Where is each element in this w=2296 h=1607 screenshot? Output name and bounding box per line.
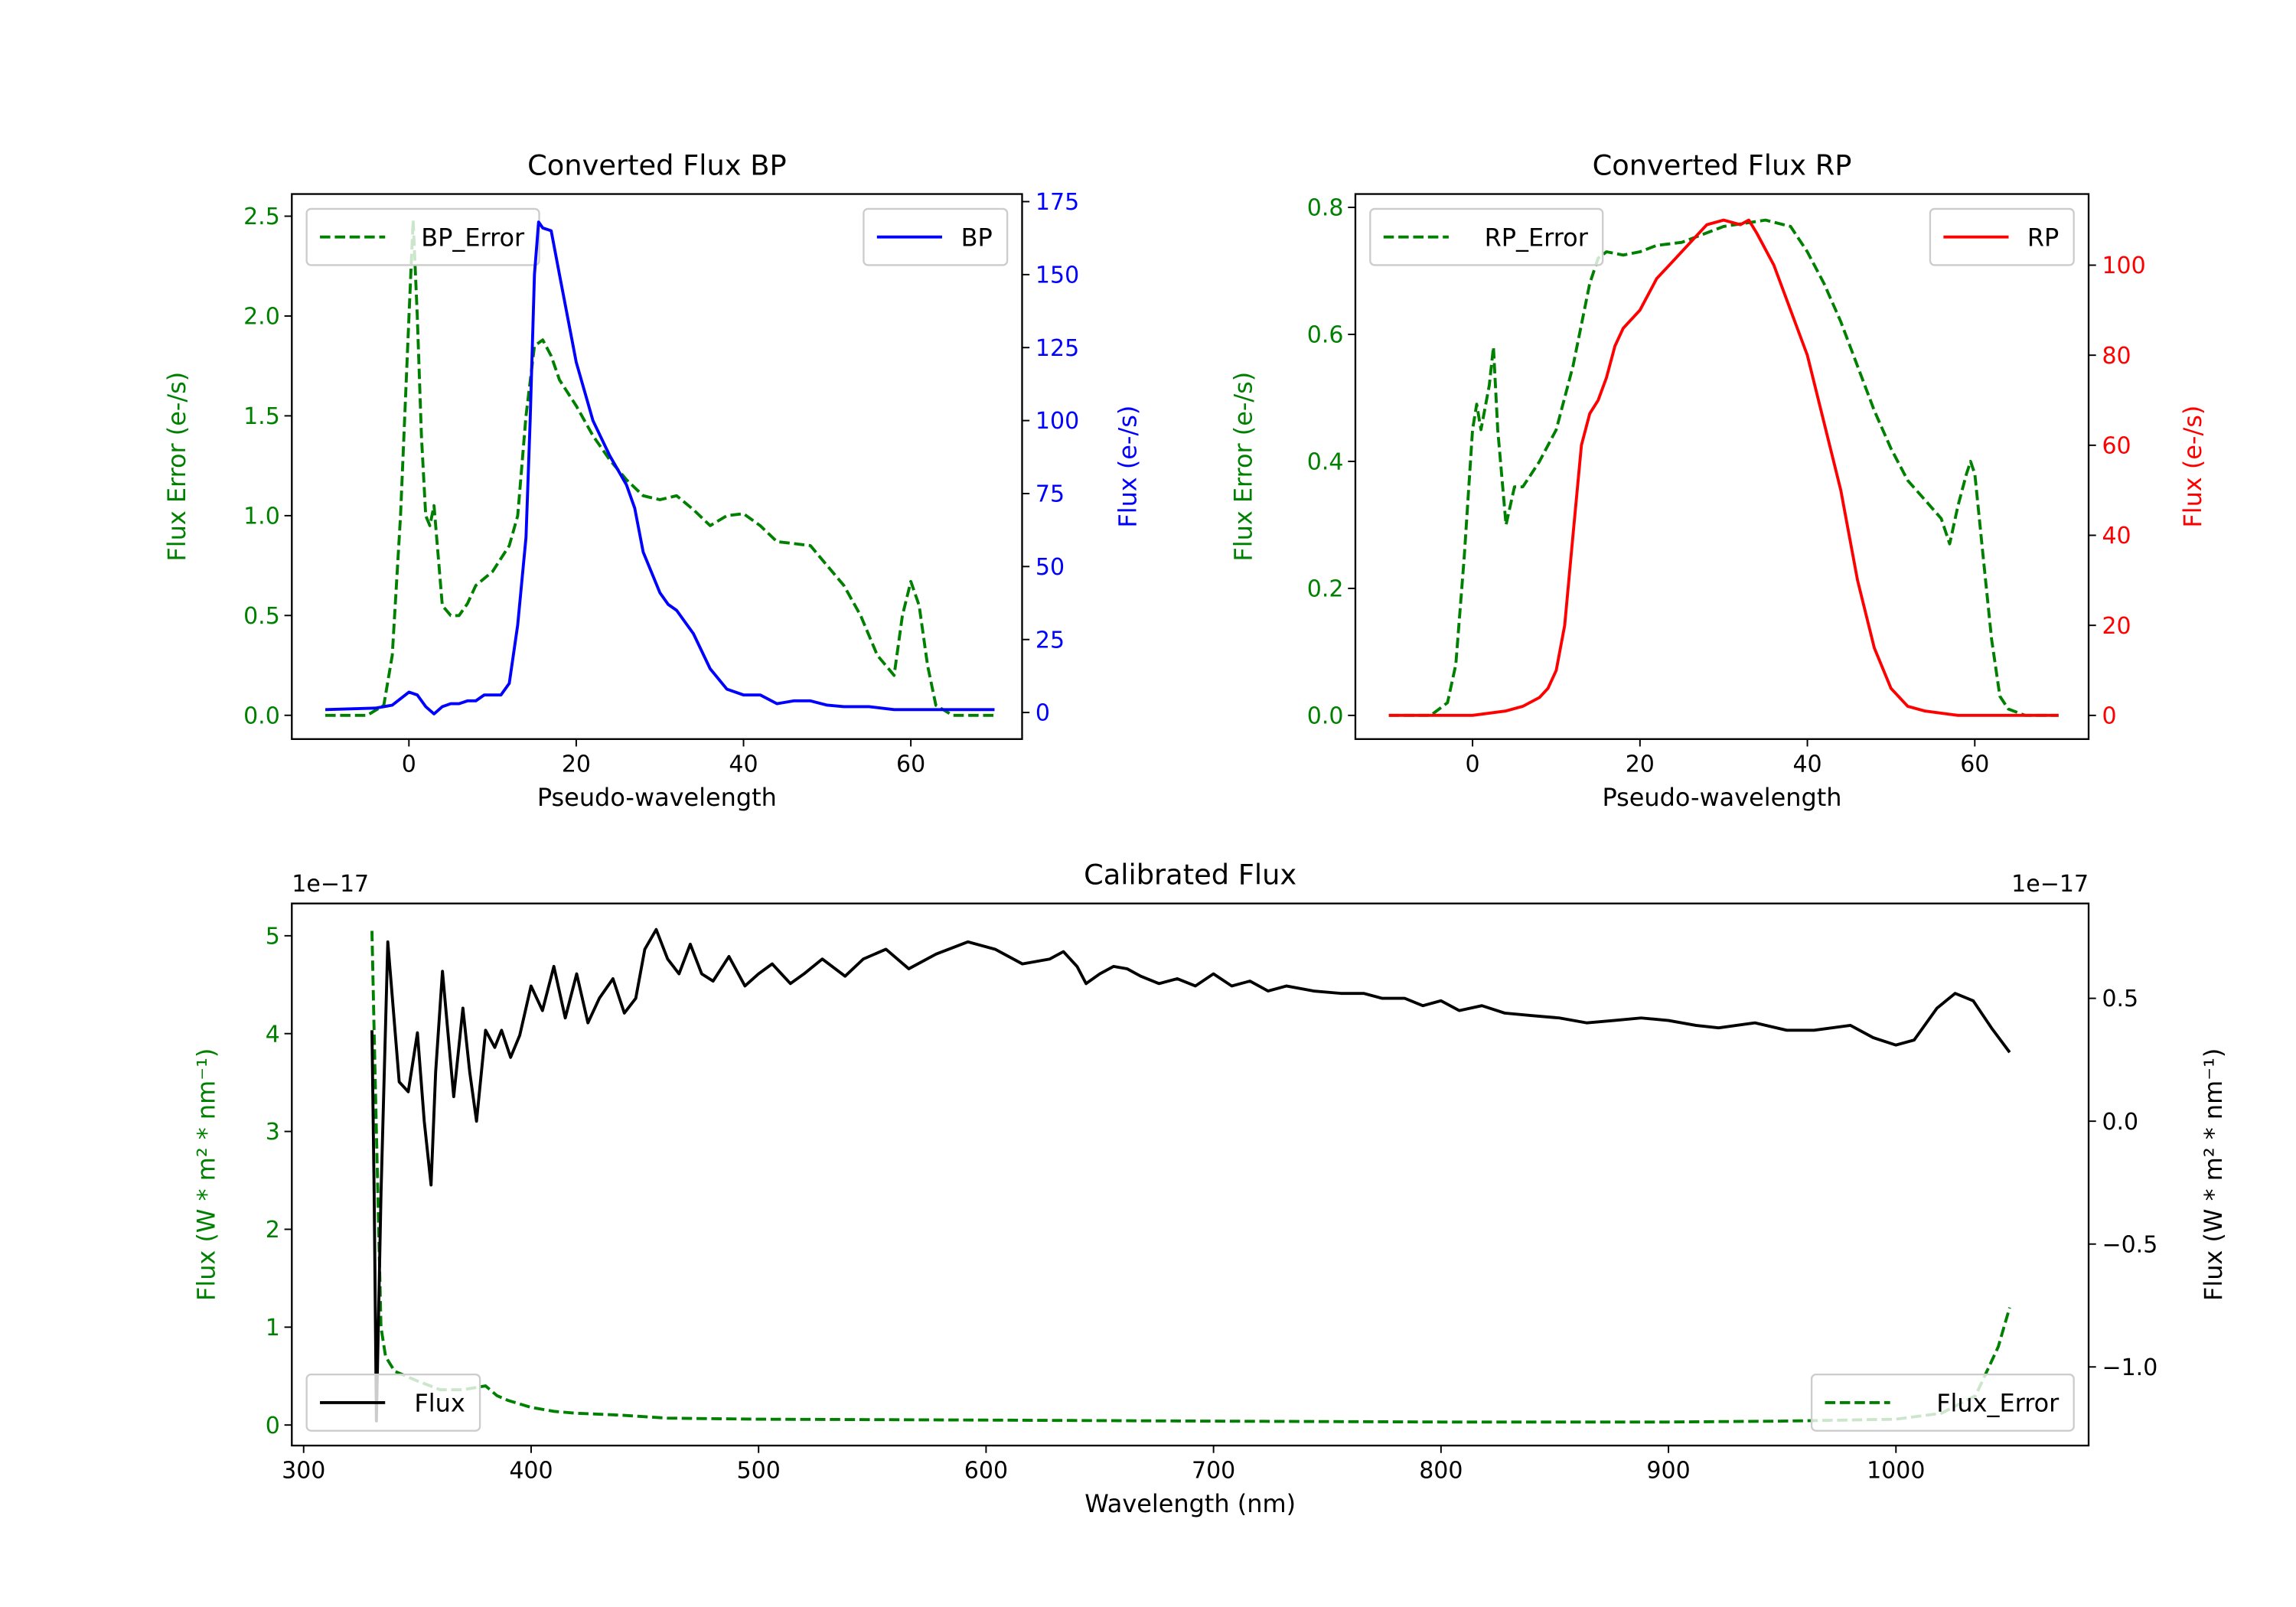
x-tick-label: 700 (1192, 1458, 1235, 1485)
left-y-tick-label: 2.0 (243, 304, 280, 331)
legend-bp-error: BP_Error (305, 207, 540, 266)
x-tick-label: 900 (1646, 1458, 1690, 1485)
x-tick-label: 300 (282, 1458, 325, 1485)
legend-box (1810, 1373, 2075, 1432)
right-y-axis-label: Flux (e-/s) (1114, 406, 1143, 528)
x-tick-label: 20 (562, 751, 591, 777)
axes-frame (291, 193, 1023, 740)
x-tick-label: 40 (1792, 751, 1821, 777)
left-y-axis-label: Flux Error (e-/s) (1228, 372, 1257, 562)
right-y-tick-label: −1.0 (2102, 1354, 2157, 1381)
x-tick-label: 500 (737, 1458, 781, 1485)
left-y-tick-label: 0.0 (243, 702, 280, 729)
x-axis-label: Pseudo-wavelength (537, 783, 777, 812)
left-y-tick-label: 2.5 (243, 204, 280, 230)
right-y-tick-label: 40 (2102, 523, 2131, 549)
right-y-tick-label: 150 (1035, 262, 1079, 288)
left-y-tick-label: 3 (266, 1119, 280, 1146)
right-y-tick-label: 20 (2102, 613, 2131, 640)
axes-frame (1354, 193, 2090, 740)
legend-label: Flux_Error (1936, 1389, 2060, 1418)
left-y-axis-label: Flux (W * m² * nm⁻¹) (192, 1048, 221, 1301)
left-y-tick-label: 0.4 (1307, 449, 1344, 476)
legend-box (305, 1373, 481, 1432)
axes-frame (291, 902, 2090, 1447)
x-tick-label: 20 (1626, 751, 1655, 777)
legend-box (1369, 207, 1604, 266)
left-y-tick-label: 0 (266, 1413, 280, 1439)
plot-area (292, 903, 2089, 1446)
right-y-tick-label: 75 (1035, 481, 1065, 508)
right-y-tick-label: 125 (1035, 335, 1079, 362)
x-tick-label: 0 (1466, 751, 1480, 777)
right-y-tick-label: 0 (1035, 700, 1050, 727)
left-y-tick-label: 0.6 (1307, 322, 1344, 349)
chart-3: Calibrated Flux 300 400 500 600 700 800 900 1000… (192, 858, 2229, 1518)
right-y-axis-label: Flux (e-/s) (2178, 406, 2207, 528)
left-y-offset-label: 1e−17 (292, 871, 369, 898)
right-y-tick-label: 0.5 (2102, 986, 2138, 1012)
left-y-tick-label: 1.5 (243, 403, 280, 430)
x-tick-label: 1000 (1867, 1458, 1925, 1485)
legend-flux-error: Flux_Error (1810, 1373, 2075, 1432)
right-y-tick-label: 100 (1035, 408, 1079, 435)
right-y-tick-label: 100 (2102, 253, 2145, 279)
x-tick-label: 0 (402, 751, 416, 777)
right-y-tick-label: −0.5 (2102, 1231, 2157, 1258)
plot-area (292, 194, 1022, 739)
left-y-axis-label: Flux Error (e-/s) (162, 372, 191, 562)
series-line-bp (325, 220, 995, 715)
right-y-tick-label: 25 (1035, 627, 1065, 654)
x-tick-label: 400 (509, 1458, 553, 1485)
legend-label: RP (2027, 223, 2059, 252)
chart-title: Converted Flux RP (1593, 148, 1852, 181)
chart-2: Converted Flux RP 0 20 40 60 Pseudo-wavelengt… (1228, 148, 2207, 812)
x-tick-label: 60 (1960, 751, 1989, 777)
left-y-tick-label: 1.0 (243, 504, 280, 530)
x-tick-label: 60 (896, 751, 925, 777)
right-y-offset-label: 1e−17 (2011, 871, 2089, 898)
x-tick-label: 40 (729, 751, 758, 777)
left-y-tick-label: 2 (266, 1217, 280, 1244)
series-line-rp-error (1388, 218, 2059, 717)
legend-flux: Flux (305, 1373, 481, 1432)
legend-label: Flux (414, 1389, 465, 1418)
left-y-tick-label: 4 (266, 1021, 280, 1048)
right-y-axis-label: Flux (W * m² * nm⁻¹) (2199, 1048, 2228, 1301)
x-tick-label: 800 (1419, 1458, 1463, 1485)
left-y-tick-label: 0.8 (1307, 195, 1344, 222)
right-y-tick-label: 175 (1035, 189, 1079, 216)
right-y-tick-label: 80 (2102, 343, 2131, 370)
left-y-tick-label: 0.5 (243, 603, 280, 630)
legend-rp-error: RP_Error (1369, 207, 1604, 266)
left-y-tick-label: 1 (266, 1315, 280, 1341)
x-tick-label: 600 (964, 1458, 1008, 1485)
plot-area (1355, 194, 2089, 739)
right-y-tick-label: 0 (2102, 703, 2116, 730)
series-line-bp-error (325, 218, 995, 717)
right-y-tick-label: 50 (1035, 554, 1065, 581)
series-line-flux (370, 927, 2011, 1423)
legend-label: RP_Error (1485, 223, 1589, 252)
right-y-tick-label: 0.0 (2102, 1109, 2138, 1136)
legend-rp: RP (1929, 207, 2075, 266)
right-y-tick-label: 60 (2102, 432, 2131, 459)
series-line-flux-error (370, 931, 2011, 1424)
legend-bp: BP (863, 207, 1009, 266)
chart-title: Calibrated Flux (1084, 858, 1296, 891)
left-y-tick-label: 5 (266, 923, 280, 950)
chart-1: Converted Flux BP 0 20 40 60 Pseudo-wavelengt… (162, 148, 1143, 812)
left-y-tick-label: 0.2 (1307, 576, 1344, 603)
legend-label: BP_Error (421, 223, 525, 252)
left-y-tick-label: 0.0 (1307, 702, 1344, 729)
series-line-rp (1388, 218, 2059, 717)
chart-title: Converted Flux BP (527, 148, 787, 181)
legend-box (305, 207, 540, 266)
x-axis-label: Pseudo-wavelength (1602, 783, 1841, 812)
legend-label: BP (961, 223, 993, 252)
x-axis-label: Wavelength (nm) (1084, 1489, 1296, 1518)
